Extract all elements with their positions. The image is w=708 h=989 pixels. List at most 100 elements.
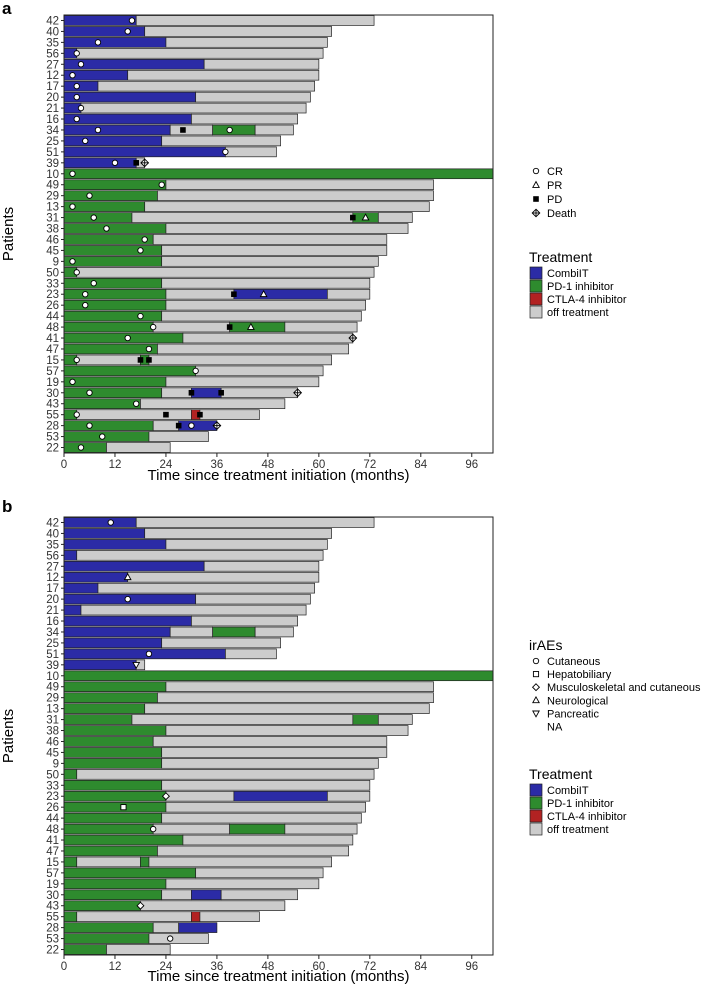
legend-marker xyxy=(532,180,540,188)
bar-segment xyxy=(165,288,235,300)
y-axis-title: Patients xyxy=(0,709,17,763)
event-marker xyxy=(73,411,80,418)
event-marker xyxy=(175,422,182,429)
bar-segment xyxy=(199,911,260,922)
y-tick-label: 30 xyxy=(46,388,59,400)
patient-row-13 xyxy=(63,201,430,212)
bar-segment xyxy=(191,387,222,399)
y-tick-label: 28 xyxy=(46,421,59,433)
patient-row-55 xyxy=(63,409,260,420)
y-tick-label: 33 xyxy=(46,278,59,290)
patient-row-42 xyxy=(63,15,375,26)
bar-segment xyxy=(165,223,409,234)
x-tick-label: 36 xyxy=(211,459,224,471)
bar-segment xyxy=(63,604,82,616)
patient-row-29 xyxy=(63,692,434,703)
patient-row-10 xyxy=(63,168,494,180)
legend-swatch xyxy=(529,822,543,836)
bar-segment xyxy=(63,944,107,955)
bar-segment xyxy=(212,124,256,136)
patient-row-12 xyxy=(63,69,320,81)
bar-segment xyxy=(63,332,184,344)
bar-segment xyxy=(191,889,222,901)
x-tick-labels: 0 12 24 36 48 60 72 84 96 xyxy=(61,955,478,973)
bar-segment xyxy=(161,387,192,399)
patient-row-48 xyxy=(63,321,358,333)
event-marker xyxy=(188,389,195,396)
bar-segment xyxy=(165,725,409,736)
event-marker xyxy=(218,389,224,396)
y-tick-label: 57 xyxy=(46,868,59,880)
x-tick-label: 24 xyxy=(160,459,173,471)
legend-swatch xyxy=(529,783,543,797)
bar-segment xyxy=(148,933,209,944)
legend-swatch xyxy=(529,279,543,293)
event-marker xyxy=(293,388,303,398)
bar-segment xyxy=(140,856,150,868)
plot-frame xyxy=(63,14,494,454)
bar-segment xyxy=(326,288,371,300)
bar-segment xyxy=(63,550,78,561)
y-tick-label: 22 xyxy=(46,443,59,455)
bar-segment xyxy=(220,889,298,901)
bar-segment xyxy=(212,626,256,638)
bar-segment xyxy=(63,398,141,410)
bar-segment xyxy=(152,736,388,747)
x-tick-label: 84 xyxy=(414,459,427,471)
legend-label: off treatment xyxy=(547,307,609,319)
event-marker xyxy=(77,444,85,451)
bar-segment xyxy=(63,834,184,846)
bar-segment xyxy=(157,845,349,857)
bar-segment xyxy=(63,856,78,868)
event-marker xyxy=(73,269,80,276)
bar-segment xyxy=(63,277,163,289)
y-tick-label: 23 xyxy=(46,791,59,803)
bar-segment xyxy=(63,922,154,933)
bar-segment xyxy=(63,365,197,377)
bar-segment xyxy=(152,922,180,933)
legend-item-hepatobiliary: Hepatobiliary xyxy=(532,669,612,681)
x-axis-title: Time since treatment initiation (months) xyxy=(147,467,409,484)
event-marker xyxy=(77,61,85,68)
bar-segment xyxy=(63,736,154,747)
y-tick-label: 12 xyxy=(46,572,59,584)
bar-segment xyxy=(63,442,107,453)
event-marker xyxy=(136,901,145,910)
bar-segment xyxy=(63,845,158,857)
y-tick-label: 43 xyxy=(46,901,59,913)
event-marker xyxy=(137,312,144,320)
y-tick-label: 15 xyxy=(46,857,59,869)
bar-segment xyxy=(63,135,163,147)
patient-row-29 xyxy=(63,190,434,201)
legend-swatch xyxy=(529,266,543,280)
event-marker xyxy=(69,258,76,265)
y-tick-label: 34 xyxy=(46,627,59,639)
y-axis-title: Patients xyxy=(0,207,17,261)
bar-segment xyxy=(63,234,154,245)
event-marker xyxy=(73,356,80,364)
event-marker xyxy=(246,322,255,330)
bar-segment xyxy=(63,113,192,125)
legend-marker xyxy=(532,657,540,665)
y-tick-label: 43 xyxy=(46,399,59,411)
bar-segment xyxy=(63,310,163,322)
bar-segment xyxy=(195,593,311,605)
bar-segment xyxy=(97,80,315,92)
event-marker xyxy=(259,289,268,298)
event-marker xyxy=(120,804,127,811)
y-tick-label: 55 xyxy=(46,912,59,924)
bar-segment xyxy=(135,15,375,26)
y-tick-labels: 4240355627121720211634255139104929133138… xyxy=(46,517,64,957)
bar-segment xyxy=(63,769,78,780)
legend-label: NA xyxy=(547,722,563,734)
bar-segment xyxy=(63,801,167,813)
bar-segment xyxy=(63,571,129,583)
bar-segment xyxy=(63,758,163,769)
event-marker xyxy=(145,345,153,353)
patient-row-38 xyxy=(63,725,409,736)
patient-row-33 xyxy=(63,277,371,289)
bar-segment xyxy=(63,747,163,758)
bar-segment xyxy=(63,299,167,311)
legend-item-ctla-4-inhibitor: CTLA-4 inhibitor xyxy=(529,809,627,823)
